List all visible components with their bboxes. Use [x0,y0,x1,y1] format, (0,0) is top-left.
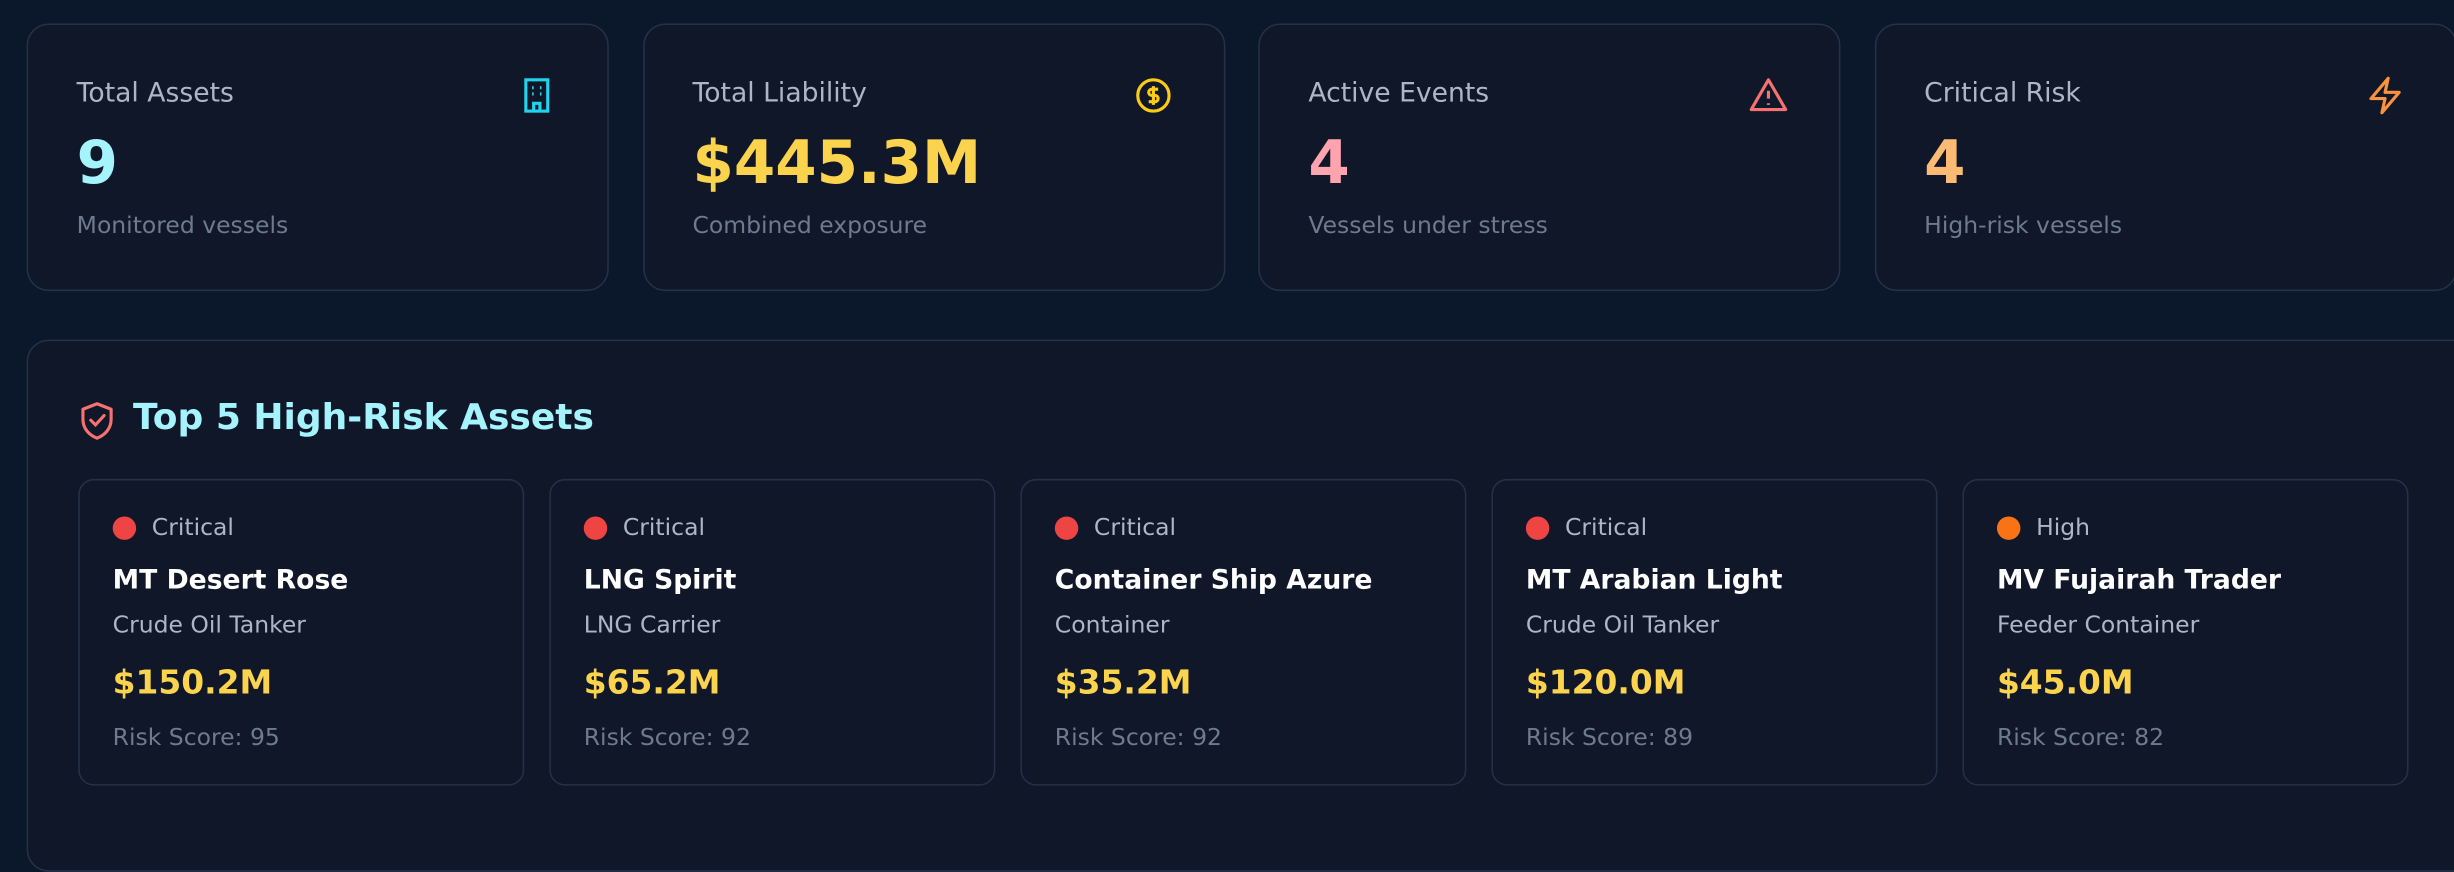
risk-level: Critical [151,513,234,542]
risk-score-value: 82 [2134,723,2165,752]
stat-sub: Combined exposure [692,211,928,240]
risk-score: Risk Score: 92 [584,723,751,751]
shield-icon [81,402,113,440]
risk-score-label: Risk Score: [583,723,714,752]
risk-level: Critical [1565,513,1648,542]
asset-type: Crude Oil Tanker [1525,610,1720,639]
risk-dot [1525,516,1550,540]
asset-liability: $65.2M [583,663,721,702]
stat-sub: High-risk vessels [1924,211,2123,240]
stat-icon [1135,78,1170,113]
asset-name: MT Desert Rose [112,564,349,597]
asset-card[interactable]: Critical MT Arabian Light Crude Oil Tanker… [1491,478,1938,786]
stat-value: $445.3M [692,128,982,198]
asset-name: Container Ship Azure [1054,564,1373,597]
stat-card[interactable]: Critical Risk 4 High-risk vessels [1874,23,2454,292]
risk-score-label: Risk Score: [1996,723,2127,752]
risk-panel: Top 5 High-Risk Assets Critical MT Desert… [26,339,2454,872]
asset-name: LNG Spirit [583,564,737,597]
risk-level: High [2036,513,2091,542]
risk-dot [1054,516,1079,540]
asset-card[interactable]: Critical LNG Spirit LNG Carrier $65.2M Risk … [549,478,996,786]
asset-type: LNG Carrier [583,610,721,639]
asset-card[interactable]: High MV Fujairah Trader Feeder Container $4… [1962,478,2409,786]
stat-card[interactable]: Total Liability $445.3M Combined exposure [642,23,1225,292]
asset-liability: $35.2M [1054,663,1192,702]
risk-level: Critical [1093,513,1177,542]
risk-score: Risk Score: 92 [1055,723,1222,751]
risk-score: Risk Score: 95 [113,723,280,751]
risk-score: Risk Score: 82 [1997,723,2164,751]
stat-value: 9 [76,128,119,198]
asset-liability: $45.0M [1996,663,2134,702]
risk-dot [112,516,137,540]
risk-score-value: 92 [1192,723,1222,752]
stat-icon [1749,78,1788,112]
asset-type: Crude Oil Tanker [112,610,306,639]
risk-score-value: 92 [721,723,751,752]
risk-score-label: Risk Score: [112,723,243,752]
stat-icon [524,78,550,113]
dashboard: Top 5 High-Risk Assets Critical MT Desert… [26,23,2454,872]
stat-label: Active Events [1308,78,1490,110]
risk-score-value: 95 [249,723,280,752]
risk-score-label: Risk Score: [1525,723,1656,752]
stat-label: Critical Risk [1924,78,2081,110]
stat-card[interactable]: Active Events 4 Vessels under stress [1258,23,1841,292]
risk-dot [1996,516,2021,540]
stat-card[interactable]: Total Assets 9 Monitored vessels [26,23,609,292]
asset-type: Container [1054,610,1170,639]
risk-score-label: Risk Score: [1054,723,1185,752]
stat-value: 4 [1308,128,1350,198]
asset-liability: $150.2M [112,663,273,702]
stat-sub: Monitored vessels [76,211,289,240]
asset-name: MV Fujairah Trader [1996,564,2282,597]
stat-value: 4 [1924,128,1966,198]
asset-card[interactable]: Critical MT Desert Rose Crude Oil Tanker $1… [78,478,525,786]
asset-liability: $120.0M [1525,663,1686,702]
asset-name: MT Arabian Light [1525,564,1783,597]
risk-dot [583,516,608,540]
panel-title: Top 5 High-Risk Assets [133,397,594,439]
asset-card[interactable]: Critical Container Ship Azure Container $35… [1020,478,1467,786]
risk-score: Risk Score: 89 [1526,723,1693,751]
stat-icon [2368,76,2400,115]
risk-level: Critical [622,513,705,542]
page: Top 5 High-Risk Assets Critical MT Desert… [26,23,2454,872]
asset-type: Feeder Container [1996,610,2200,639]
stat-sub: Vessels under stress [1308,211,1548,240]
risk-score-value: 89 [1663,723,1694,752]
stat-label: Total Assets [76,78,234,110]
stat-label: Total Liability [692,78,867,110]
